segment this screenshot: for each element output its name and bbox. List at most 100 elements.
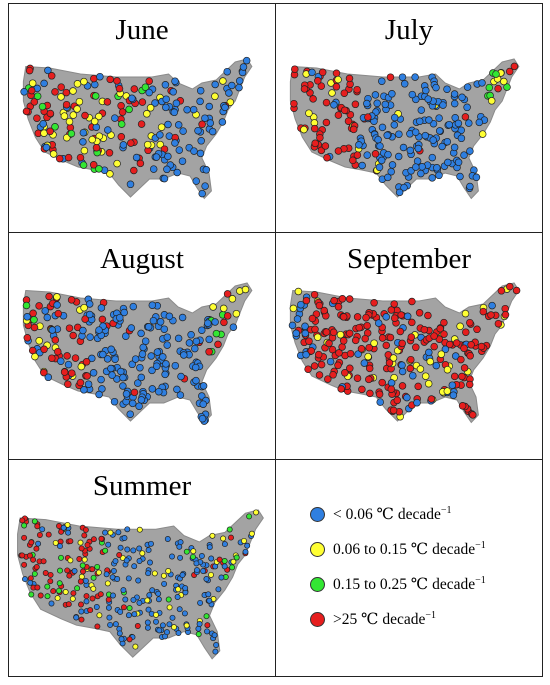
station-dot [385, 359, 394, 367]
station-dot [370, 339, 378, 347]
station-dot [136, 159, 145, 168]
station-dot [208, 555, 215, 562]
station-dot [34, 584, 41, 591]
station-dot [197, 137, 205, 145]
station-dot [90, 536, 97, 543]
station-dot [376, 142, 384, 150]
station-dot [353, 85, 361, 94]
station-dot [56, 580, 63, 587]
station-dot [189, 105, 198, 114]
station-dot [339, 313, 348, 321]
station-dot [30, 323, 39, 332]
station-dot [334, 111, 343, 119]
station-dot [50, 588, 57, 595]
station-dot [469, 411, 477, 419]
station-dot [300, 125, 308, 134]
station-dot [311, 139, 319, 148]
station-dot [131, 563, 138, 570]
station-dot [408, 90, 417, 99]
station-dot [226, 526, 233, 533]
station-dot [221, 558, 228, 564]
station-dot [76, 378, 85, 387]
station-dot [171, 361, 180, 370]
station-dot [232, 309, 241, 318]
station-dot [211, 632, 218, 639]
station-dot [66, 572, 73, 579]
station-dot [90, 117, 99, 126]
station-dot [105, 596, 112, 603]
station-dot [65, 601, 72, 608]
station-dot [117, 608, 124, 615]
station-dot [218, 118, 227, 126]
station-dot [386, 73, 395, 81]
station-dot [212, 329, 221, 338]
station-dot [60, 112, 69, 120]
station-dot [64, 521, 71, 528]
station-dot [220, 535, 227, 542]
station-dot [175, 146, 184, 154]
station-dot [22, 107, 31, 116]
station-dot [408, 297, 416, 306]
station-dot [512, 286, 521, 295]
station-dot [122, 596, 129, 603]
station-dot [377, 156, 386, 165]
station-dot [363, 321, 371, 330]
station-dot [196, 621, 203, 627]
station-dot [103, 571, 110, 578]
station-dot [82, 526, 89, 533]
station-dot [398, 361, 406, 369]
station-dot [156, 318, 165, 326]
station-dot [318, 68, 327, 77]
station-dot [398, 382, 407, 390]
station-dot [141, 337, 150, 345]
station-dot [339, 337, 348, 345]
station-dot [119, 141, 128, 149]
legend-swatch-yellow [310, 542, 325, 557]
station-dot [196, 86, 205, 95]
station-dot [387, 379, 396, 387]
station-dot [85, 310, 94, 319]
station-dot [68, 369, 76, 377]
station-dot [435, 171, 443, 180]
station-dot [147, 559, 153, 566]
station-dot [107, 364, 115, 373]
station-dot [57, 93, 65, 101]
station-dot [244, 542, 251, 549]
station-dot [322, 118, 331, 127]
station-dot [124, 546, 131, 553]
station-dot [223, 67, 231, 76]
station-dot [389, 406, 398, 415]
station-dot [192, 177, 200, 185]
station-dot [113, 159, 121, 168]
station-dot [403, 312, 412, 321]
station-dot [346, 349, 355, 358]
station-dot [315, 301, 324, 310]
station-dot [164, 629, 170, 636]
station-dot [315, 371, 324, 379]
station-dot [397, 311, 405, 319]
station-dot [437, 350, 446, 358]
station-dot [310, 290, 319, 299]
station-dot [190, 147, 198, 155]
station-dot [414, 382, 422, 391]
station-dot [45, 531, 52, 538]
station-dot [76, 153, 85, 162]
station-dot [57, 357, 65, 365]
station-dot [19, 552, 26, 559]
station-dot [314, 350, 323, 359]
station-dot [40, 129, 48, 137]
legend-label: 0.15 to 0.25 ℃ decade [333, 576, 476, 594]
station-dot [194, 126, 202, 135]
station-dot [104, 126, 112, 134]
station-dot [302, 296, 311, 305]
station-dot [463, 103, 471, 112]
station-dot [86, 333, 94, 341]
station-dot [460, 151, 468, 159]
station-dot [233, 554, 240, 561]
station-dot [40, 79, 48, 88]
station-dot [136, 545, 143, 552]
station-dot [221, 103, 229, 112]
station-dot [60, 368, 69, 376]
station-dot [466, 318, 474, 327]
station-dot [220, 318, 228, 327]
